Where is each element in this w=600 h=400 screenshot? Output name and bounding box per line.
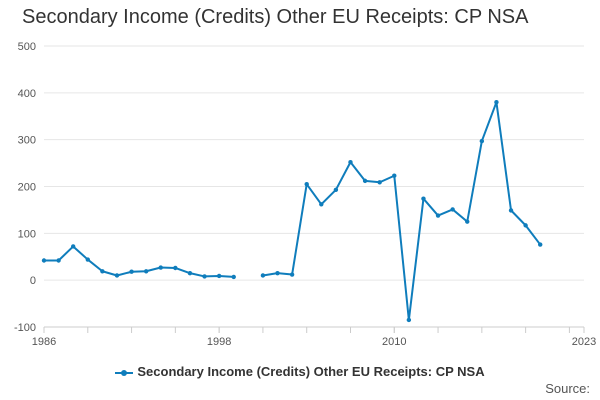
- data-point-2018[interactable]: [508, 208, 514, 213]
- data-point-1987[interactable]: [56, 258, 61, 263]
- y-tick-label: 300: [18, 135, 36, 147]
- data-point-2009[interactable]: [377, 180, 382, 185]
- data-point-2017[interactable]: [494, 100, 499, 105]
- data-point-1999[interactable]: [231, 274, 236, 280]
- data-point-1988[interactable]: [70, 244, 76, 249]
- data-point-1995[interactable]: [173, 265, 178, 271]
- data-point-2001[interactable]: [260, 273, 266, 278]
- data-point-2004[interactable]: [304, 181, 309, 187]
- legend[interactable]: Secondary Income (Credits) Other EU Rece…: [0, 364, 600, 379]
- series-line-segment: [44, 245, 234, 278]
- data-point-2020[interactable]: [538, 242, 543, 247]
- y-tick-label: 200: [18, 182, 36, 194]
- x-tick-label: 2010: [382, 336, 406, 348]
- y-tick-label: -100: [14, 322, 36, 334]
- chart-title: Secondary Income (Credits) Other EU Rece…: [22, 6, 529, 28]
- data-point-2010[interactable]: [392, 173, 397, 178]
- data-point-2011[interactable]: [406, 317, 412, 323]
- x-tick-label: 1986: [32, 336, 56, 348]
- data-point-2002[interactable]: [275, 270, 280, 276]
- data-point-1986[interactable]: [41, 258, 47, 263]
- x-axis: 1986 1998 2010 2023: [32, 326, 596, 348]
- data-point-2007[interactable]: [348, 159, 353, 165]
- y-tick-label: 0: [30, 275, 36, 287]
- x-tick-label: 2023: [572, 336, 596, 348]
- data-point-1993[interactable]: [143, 269, 149, 274]
- data-point-2016[interactable]: [479, 138, 485, 144]
- y-tick-label: 500: [18, 41, 36, 53]
- data-point-1992[interactable]: [129, 269, 134, 274]
- data-point-2008[interactable]: [362, 178, 368, 184]
- data-points: [41, 100, 543, 323]
- gridlines: [44, 45, 584, 328]
- legend-label: Secondary Income (Credits) Other EU Rece…: [137, 364, 485, 379]
- y-axis-ticks: -100 0 100 200 300 400 500: [14, 41, 36, 334]
- data-point-2005[interactable]: [319, 202, 324, 207]
- legend-marker-icon: [115, 369, 134, 376]
- data-point-2006[interactable]: [333, 187, 339, 192]
- data-point-1991[interactable]: [114, 273, 120, 278]
- data-point-2003[interactable]: [289, 272, 295, 277]
- data-point-1989[interactable]: [85, 257, 90, 262]
- data-point-1994[interactable]: [158, 265, 163, 270]
- y-tick-label: 400: [18, 88, 36, 100]
- data-point-1997[interactable]: [202, 274, 207, 279]
- series-line-layer: [44, 101, 542, 321]
- data-point-1998[interactable]: [216, 273, 222, 279]
- y-tick-label: 100: [18, 228, 36, 240]
- data-point-2019[interactable]: [523, 223, 528, 228]
- data-point-1990[interactable]: [100, 269, 105, 274]
- series-line-segment: [262, 101, 542, 321]
- data-point-2012[interactable]: [421, 196, 426, 201]
- data-point-2013[interactable]: [435, 213, 441, 218]
- x-tick-label: 1998: [207, 336, 231, 348]
- data-point-1996[interactable]: [187, 270, 193, 276]
- data-point-2015[interactable]: [465, 219, 470, 224]
- source-label: Source:: [545, 381, 590, 396]
- data-point-2014[interactable]: [450, 207, 455, 212]
